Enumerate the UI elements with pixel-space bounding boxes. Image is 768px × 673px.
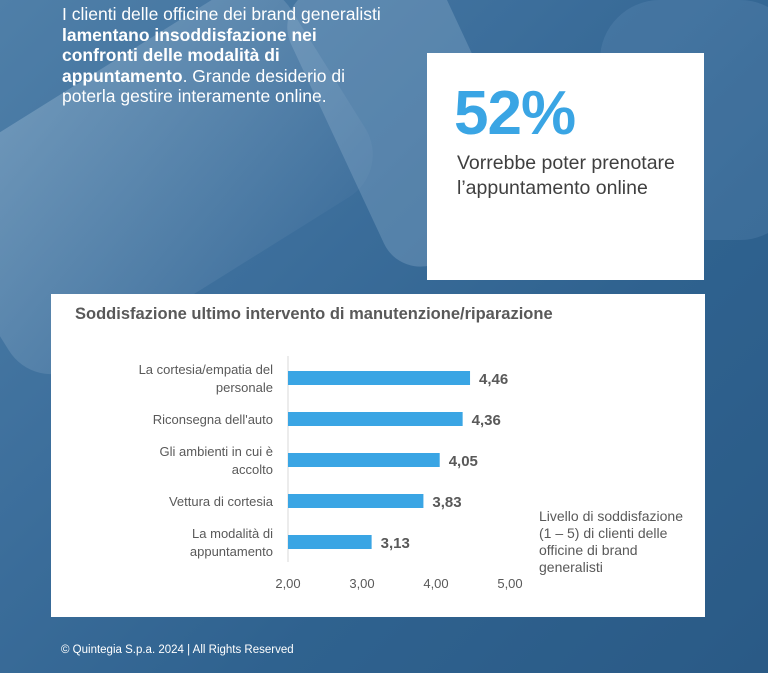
stat-description: Vorrebbe poter prenotare l’appuntamento …: [457, 152, 675, 199]
stat-card: 52% Vorrebbe poter prenotare l’appuntame…: [427, 53, 704, 280]
x-tick-label: 2,00: [275, 576, 300, 591]
x-tick-label: 5,00: [497, 576, 522, 591]
headline-text-end: . Grande desiderio di poterla gestire in…: [62, 65, 346, 107]
chart-title: Soddisfazione ultimo intervento di manut…: [75, 305, 553, 323]
data-label: 4,46: [479, 371, 508, 388]
category-label: La modalità di appuntamento: [190, 526, 273, 559]
bar: [288, 453, 440, 467]
headline: I clienti delle officine dei brand gener…: [62, 4, 392, 107]
bar: [288, 412, 463, 426]
side-note: Livello di soddisfazione (1 – 5) di clie…: [539, 508, 683, 575]
bar: [288, 494, 424, 508]
headline-text: I clienti delle officine dei brand gener…: [62, 4, 381, 24]
headline-emphasis: lamentano insoddisfazione nei confronti …: [62, 24, 317, 86]
data-label: 4,36: [472, 412, 501, 429]
category-label: Vettura di cortesia: [169, 494, 274, 509]
data-label: 3,13: [381, 535, 410, 552]
category-label: Riconsegna dell'auto: [153, 412, 273, 427]
bar: [288, 371, 471, 385]
data-label: 3,83: [432, 494, 461, 511]
bar: [288, 535, 372, 549]
data-label: 4,05: [449, 453, 478, 470]
bar-chart: La cortesia/empatia del personale 4,46 Rico…: [139, 356, 523, 591]
category-label: Gli ambienti in cui è accolto: [160, 444, 273, 477]
x-tick-label: 4,00: [423, 576, 448, 591]
chart-card: Soddisfazione ultimo intervento di manut…: [51, 294, 705, 617]
stat-value: 52%: [454, 79, 576, 148]
category-label: La cortesia/empatia del personale: [139, 362, 274, 395]
footer-copyright: © Quintegia S.p.a. 2024 | All Rights Res…: [61, 644, 294, 656]
x-tick-label: 3,00: [349, 576, 374, 591]
